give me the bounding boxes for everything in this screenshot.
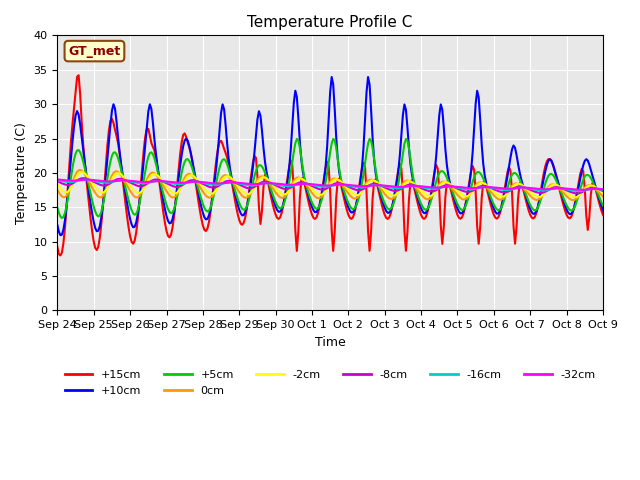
- -8cm: [607, 191, 614, 196]
- +10cm: [93, 228, 100, 234]
- X-axis label: Time: Time: [315, 336, 346, 349]
- 0cm: [632, 191, 640, 197]
- +10cm: [470, 126, 478, 132]
- +15cm: [75, 72, 83, 78]
- -32cm: [54, 177, 61, 182]
- -16cm: [54, 177, 61, 183]
- -2cm: [78, 169, 86, 175]
- Line: +10cm: +10cm: [58, 77, 638, 235]
- +10cm: [634, 203, 640, 209]
- Text: GT_met: GT_met: [68, 45, 120, 58]
- Line: -32cm: -32cm: [58, 180, 638, 190]
- +5cm: [634, 200, 640, 205]
- -16cm: [354, 184, 362, 190]
- -32cm: [554, 185, 561, 191]
- -8cm: [632, 187, 640, 193]
- -2cm: [73, 173, 81, 179]
- -8cm: [93, 180, 100, 186]
- -16cm: [634, 187, 640, 193]
- -8cm: [54, 178, 61, 184]
- -2cm: [93, 186, 100, 192]
- -2cm: [555, 183, 563, 189]
- +5cm: [93, 212, 100, 218]
- +5cm: [557, 188, 564, 193]
- 0cm: [555, 185, 563, 191]
- +15cm: [634, 208, 640, 214]
- +5cm: [293, 136, 301, 142]
- -32cm: [73, 178, 81, 183]
- +10cm: [56, 232, 64, 238]
- -2cm: [354, 192, 362, 198]
- -32cm: [352, 183, 360, 189]
- -16cm: [555, 185, 563, 191]
- Line: -8cm: -8cm: [58, 178, 638, 193]
- 0cm: [634, 192, 640, 198]
- -16cm: [73, 178, 81, 184]
- -8cm: [354, 187, 362, 193]
- Legend: +15cm, +10cm, +5cm, 0cm, -2cm, -8cm, -16cm, -32cm: +15cm, +10cm, +5cm, 0cm, -2cm, -8cm, -16…: [60, 366, 600, 400]
- +10cm: [75, 112, 83, 118]
- 0cm: [468, 187, 476, 193]
- +5cm: [470, 174, 478, 180]
- Line: -16cm: -16cm: [58, 180, 638, 192]
- +5cm: [58, 215, 66, 221]
- +15cm: [355, 185, 363, 191]
- -32cm: [631, 187, 639, 192]
- 0cm: [93, 192, 100, 198]
- -32cm: [92, 178, 99, 183]
- Line: 0cm: 0cm: [58, 170, 638, 200]
- -8cm: [634, 188, 640, 194]
- -8cm: [468, 188, 476, 193]
- +5cm: [54, 205, 61, 211]
- 0cm: [54, 187, 61, 193]
- Line: +15cm: +15cm: [58, 75, 638, 255]
- -32cm: [608, 187, 616, 193]
- Line: +5cm: +5cm: [58, 139, 638, 218]
- Y-axis label: Temperature (C): Temperature (C): [15, 122, 28, 224]
- Line: -2cm: -2cm: [58, 172, 638, 197]
- +15cm: [56, 252, 64, 258]
- -8cm: [73, 178, 81, 183]
- 0cm: [605, 197, 613, 203]
- +5cm: [355, 194, 363, 200]
- -2cm: [468, 188, 476, 194]
- +5cm: [75, 147, 83, 153]
- Title: Temperature Profile C: Temperature Profile C: [248, 15, 413, 30]
- -2cm: [608, 194, 616, 200]
- +15cm: [632, 203, 640, 209]
- +5cm: [632, 196, 640, 202]
- -8cm: [555, 185, 563, 191]
- -16cm: [468, 186, 476, 192]
- +15cm: [76, 91, 84, 96]
- -2cm: [54, 181, 61, 187]
- -16cm: [93, 179, 100, 184]
- 0cm: [73, 169, 81, 175]
- 0cm: [76, 167, 84, 173]
- -16cm: [632, 187, 640, 193]
- 0cm: [354, 195, 362, 201]
- +10cm: [632, 199, 640, 204]
- -32cm: [634, 187, 640, 192]
- -2cm: [634, 190, 640, 195]
- +15cm: [95, 244, 102, 250]
- +15cm: [557, 191, 564, 197]
- -16cm: [611, 189, 619, 195]
- -16cm: [81, 177, 88, 182]
- -8cm: [79, 175, 87, 181]
- +15cm: [470, 167, 478, 173]
- +10cm: [355, 188, 363, 193]
- -2cm: [632, 188, 640, 194]
- +10cm: [54, 222, 61, 228]
- -32cm: [467, 185, 475, 191]
- +15cm: [54, 244, 61, 250]
- +10cm: [557, 188, 564, 193]
- +10cm: [328, 74, 335, 80]
